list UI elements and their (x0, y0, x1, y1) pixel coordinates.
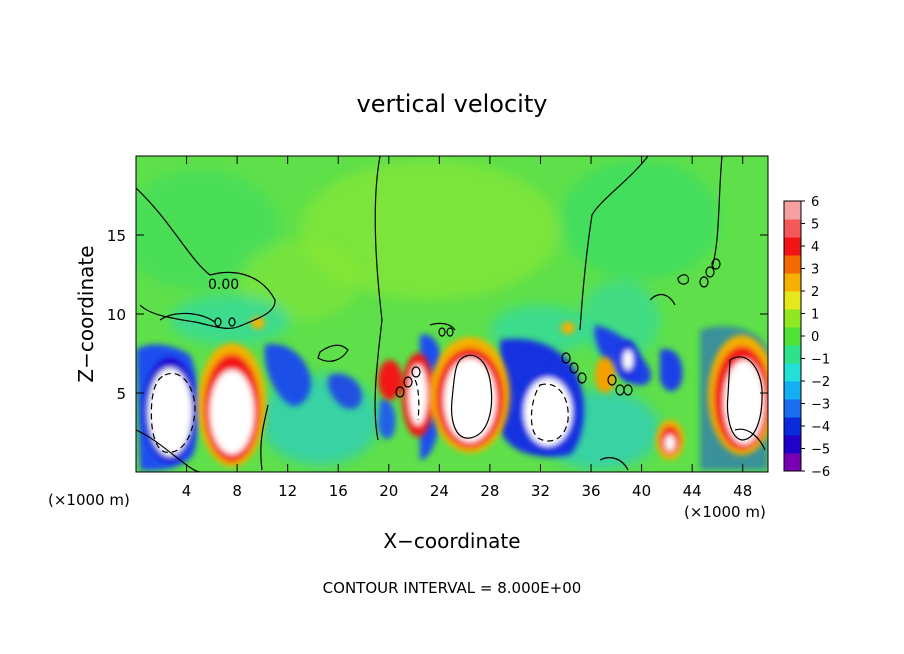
colorbar-cell (784, 453, 801, 472)
dashed-contour-lines (150, 372, 569, 453)
x-tick-label: 48 (733, 482, 752, 500)
colorbar-tick-label: −3 (811, 398, 830, 413)
colorbar-cell (784, 327, 801, 346)
colorbar-cell (784, 255, 801, 274)
colorbar-tick-label: 1 (811, 308, 819, 323)
x-tick-label: 44 (683, 482, 702, 500)
x-tick-label: 32 (531, 482, 550, 500)
colorbar-tick-label: 3 (811, 263, 819, 278)
colorbar-tick-label: −6 (811, 465, 830, 480)
x-unit-left: (×1000 m) (48, 491, 130, 509)
x-unit-right: (×1000 m) (684, 503, 766, 521)
colorbar-cell (784, 399, 801, 418)
x-tick-label: 12 (278, 482, 297, 500)
colorbar-tick-label: −2 (811, 375, 830, 390)
small-ring-contours (214, 258, 721, 398)
x-axis-label: X−coordinate (383, 529, 520, 553)
colorbar-cell (784, 345, 801, 364)
colorbar-cell (784, 435, 801, 454)
contour-lines (136, 156, 766, 472)
colorbar-cell (784, 363, 801, 382)
x-tick-label: 20 (379, 482, 398, 500)
colorbar-cell (784, 417, 801, 436)
x-tick-label: 36 (581, 482, 600, 500)
colorbar-cell (784, 201, 801, 220)
colorbar-cell (784, 291, 801, 310)
chart-title: vertical velocity (357, 90, 548, 118)
y-axis-label: Z−coordinate (74, 245, 98, 382)
colorbar-tick-label: 4 (811, 240, 819, 255)
colorbar-cell (784, 219, 801, 238)
y-axis: 5 10 15 (107, 227, 768, 403)
colorbar: 6 5 4 3 2 1 0 −1 −2 −3 −4 −5 −6 (783, 195, 830, 480)
plot-area: 0.00 (136, 156, 768, 472)
x-axis: 4 8 12 16 20 24 28 32 36 40 44 48 (182, 156, 752, 500)
colorbar-cell (784, 381, 801, 400)
y-tick-label: 10 (107, 306, 126, 324)
colorbar-cell (784, 309, 801, 328)
contour-label: 0.00 (208, 277, 239, 293)
colorbar-tick-label: −4 (811, 420, 830, 435)
colorbar-cells (784, 201, 801, 472)
x-tick-label: 28 (480, 482, 499, 500)
colorbar-ticks: 6 5 4 3 2 1 0 −1 −2 −3 −4 −5 −6 (801, 195, 830, 480)
colorbar-tick-label: 6 (811, 195, 819, 210)
colorbar-cell (784, 237, 801, 256)
contour-interval: CONTOUR INTERVAL = 8.000E+00 (323, 579, 582, 597)
x-tick-label: 16 (329, 482, 348, 500)
x-tick-label: 40 (632, 482, 651, 500)
x-tick-label: 4 (182, 482, 192, 500)
x-tick-label: 24 (430, 482, 449, 500)
colorbar-tick-label: −5 (811, 443, 830, 458)
y-tick-label: 5 (116, 385, 126, 403)
y-tick-label: 15 (107, 227, 126, 245)
colorbar-cell (784, 273, 801, 292)
colorbar-tick-label: −1 (811, 353, 830, 368)
colorbar-tick-label: 0 (811, 330, 819, 345)
colorbar-tick-label: 2 (811, 285, 819, 300)
updraft-regions (144, 317, 768, 467)
colorbar-tick-label: 5 (811, 218, 819, 233)
x-tick-label: 8 (232, 482, 242, 500)
